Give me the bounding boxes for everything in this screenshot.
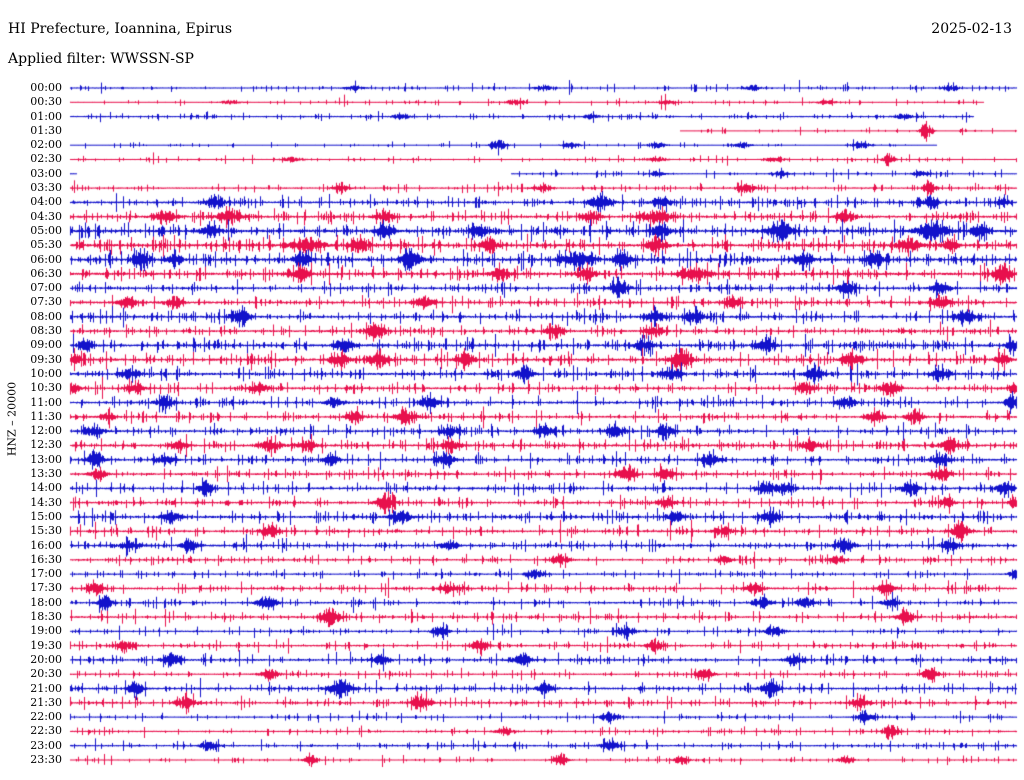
time-label: 00:30 <box>30 95 62 109</box>
time-label: 12:00 <box>30 424 62 438</box>
time-label: 13:00 <box>30 452 62 466</box>
time-label: 22:00 <box>30 710 62 724</box>
time-label: 10:30 <box>30 381 62 395</box>
page-title: HI Prefecture, Ioannina, Epirus <box>8 21 233 37</box>
time-label: 14:00 <box>30 481 62 495</box>
time-label: 00:00 <box>30 81 62 94</box>
time-label: 09:30 <box>30 352 62 366</box>
time-label: 09:00 <box>30 338 62 352</box>
time-label: 18:00 <box>30 595 62 609</box>
time-label: 05:00 <box>30 223 62 237</box>
time-label: 04:00 <box>30 195 62 209</box>
time-label: 01:00 <box>30 109 62 123</box>
time-label: 08:00 <box>30 309 62 323</box>
time-label: 18:30 <box>30 610 62 624</box>
time-label: 20:30 <box>30 667 62 681</box>
time-label: 23:30 <box>30 753 62 766</box>
date-label: 2025-02-13 <box>931 21 1012 37</box>
time-label: 15:30 <box>30 524 62 538</box>
time-label: 16:30 <box>30 552 62 566</box>
time-label: 01:30 <box>30 123 62 137</box>
time-label: 16:00 <box>30 538 62 552</box>
time-label: 11:30 <box>30 409 62 423</box>
time-label: 03:30 <box>30 181 62 195</box>
time-label: 07:00 <box>30 281 62 295</box>
time-label: 06:00 <box>30 252 62 266</box>
time-label: 21:00 <box>30 681 62 695</box>
time-label: 07:30 <box>30 295 62 309</box>
time-label: 06:30 <box>30 266 62 280</box>
time-label: 02:00 <box>30 138 62 152</box>
time-label: 19:00 <box>30 624 62 638</box>
time-label: 22:30 <box>30 724 62 738</box>
time-label: 17:30 <box>30 581 62 595</box>
time-label: 11:00 <box>30 395 62 409</box>
time-label: 17:00 <box>30 567 62 581</box>
time-label: 12:30 <box>30 438 62 452</box>
time-label: 13:30 <box>30 467 62 481</box>
filter-label: Applied filter: WWSSN-SP <box>8 51 194 67</box>
time-label: 23:00 <box>30 738 62 752</box>
time-label: 04:30 <box>30 209 62 223</box>
time-label: 20:00 <box>30 652 62 666</box>
time-label: 21:30 <box>30 695 62 709</box>
time-label: 03:00 <box>30 166 62 180</box>
time-label: 10:00 <box>30 366 62 380</box>
time-label: 02:30 <box>30 152 62 166</box>
time-label: 14:30 <box>30 495 62 509</box>
time-label: 08:30 <box>30 324 62 338</box>
stream-gain-label: HNZ – 20000 <box>5 381 19 457</box>
time-label: 19:30 <box>30 638 62 652</box>
time-label: 15:00 <box>30 509 62 523</box>
time-label: 05:30 <box>30 238 62 252</box>
